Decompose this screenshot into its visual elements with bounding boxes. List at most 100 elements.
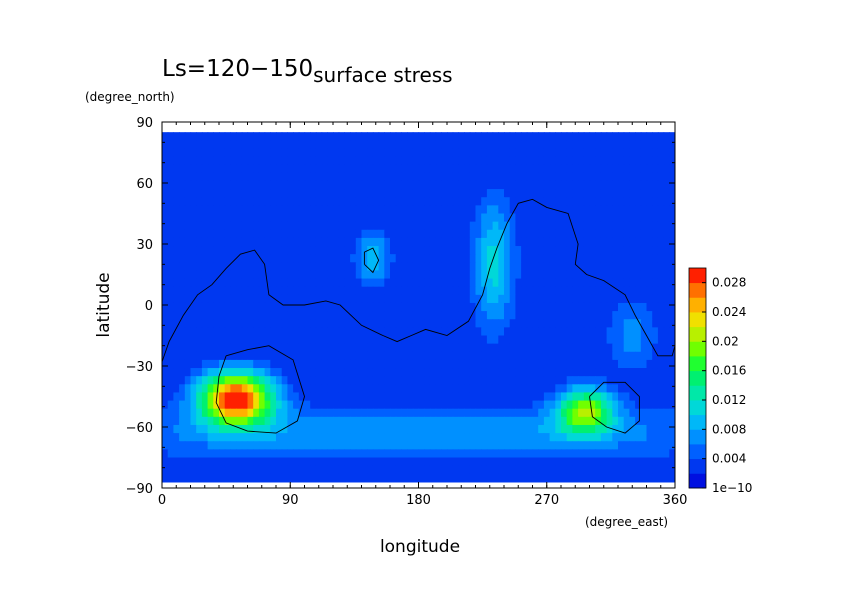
heatmap-cell [669,148,675,158]
heatmap-cell [629,319,636,328]
heatmap-cell [498,197,505,206]
heatmap-cell [407,311,414,320]
heatmap-cell [429,343,437,353]
heatmap-cell [390,359,397,369]
heatmap-cell [566,164,573,174]
heatmap-cell [652,302,659,312]
heatmap-cell [298,302,306,312]
heatmap-cell [521,408,528,418]
heatmap-cell [435,213,442,223]
heatmap-cell [635,237,642,247]
heatmap-cell [162,311,169,320]
heatmap-cell [572,343,579,353]
heatmap-cell [481,180,488,190]
heatmap-cell [412,441,420,450]
heatmap-cell [224,424,231,434]
heatmap-cell [464,132,471,141]
heatmap-cell [509,213,516,223]
heatmap-cell [350,465,357,475]
heatmap-cell [418,408,425,418]
heatmap-cell [521,368,528,377]
heatmap-cell [486,205,494,215]
heatmap-cell [646,335,653,345]
heatmap-cell [258,392,266,402]
heatmap-cell [390,278,397,288]
heatmap-cell [504,441,511,450]
heatmap-cell [429,384,437,394]
heatmap-cell [612,311,619,320]
heatmap-cell [606,156,613,166]
heatmap-cell [179,465,186,475]
heatmap-cell [310,286,317,296]
heatmap-cell [201,392,209,402]
heatmap-cell [589,400,596,410]
heatmap-cell [201,294,209,304]
heatmap-cell [646,351,653,361]
heatmap-cell [509,473,516,483]
heatmap-cell [589,376,596,385]
heatmap-cell [464,424,471,434]
heatmap-cell [663,229,670,239]
heatmap-cell [464,343,471,353]
heatmap-cell [572,311,579,320]
heatmap-cell [167,416,174,426]
heatmap-cell [196,368,203,377]
heatmap-cell [618,319,625,328]
heatmap-cell [447,254,454,263]
heatmap-cell [241,449,249,459]
heatmap-cell [532,164,539,174]
colorbar-segment [689,370,706,386]
heatmap-cell [355,164,363,174]
heatmap-cell [669,449,675,459]
heatmap-cell [315,384,323,394]
heatmap-cell [435,311,442,320]
heatmap-cell [458,132,465,141]
heatmap-cell [486,237,494,247]
heatmap-cell [458,148,465,158]
heatmap-cell [298,433,306,442]
heatmap-cell [549,278,556,288]
heatmap-cell [287,270,294,280]
heatmap-cell [253,327,260,337]
heatmap-cell [618,384,625,394]
heatmap-cell [333,335,340,345]
heatmap-cell [310,132,317,141]
heatmap-cell [521,449,528,459]
heatmap-cell [344,311,351,320]
heatmap-cell [219,433,226,442]
heatmap-cell [247,359,254,369]
heatmap-cell [162,449,169,459]
heatmap-cell [230,148,237,158]
heatmap-cell [492,229,499,239]
heatmap-cell [344,172,351,182]
heatmap-cell [190,351,197,361]
heatmap-cell [247,132,254,141]
heatmap-cell [247,392,254,402]
heatmap-cell [492,465,499,475]
heatmap-cell [475,465,482,475]
heatmap-cell [418,294,425,304]
heatmap-cell [173,449,180,459]
heatmap-cell [372,424,380,434]
heatmap-cell [390,457,397,467]
heatmap-cell [321,359,328,369]
heatmap-cell [304,205,311,215]
heatmap-cell [657,140,665,150]
heatmap-cell [350,335,357,345]
heatmap-cell [258,221,266,231]
heatmap-cell [264,189,271,198]
colorbar-segment [689,444,706,460]
heatmap-cell [635,246,642,255]
heatmap-cell [338,319,345,328]
heatmap-cell [201,172,209,182]
heatmap-cell [207,221,214,231]
heatmap-cell [566,392,573,402]
heatmap-cell [361,213,368,223]
heatmap-cell [236,376,243,385]
heatmap-cell [441,441,448,450]
heatmap-cell [201,416,209,426]
heatmap-cell [258,319,266,328]
heatmap-cell [441,189,448,198]
heatmap-cell [258,140,266,150]
heatmap-cell [635,221,642,231]
